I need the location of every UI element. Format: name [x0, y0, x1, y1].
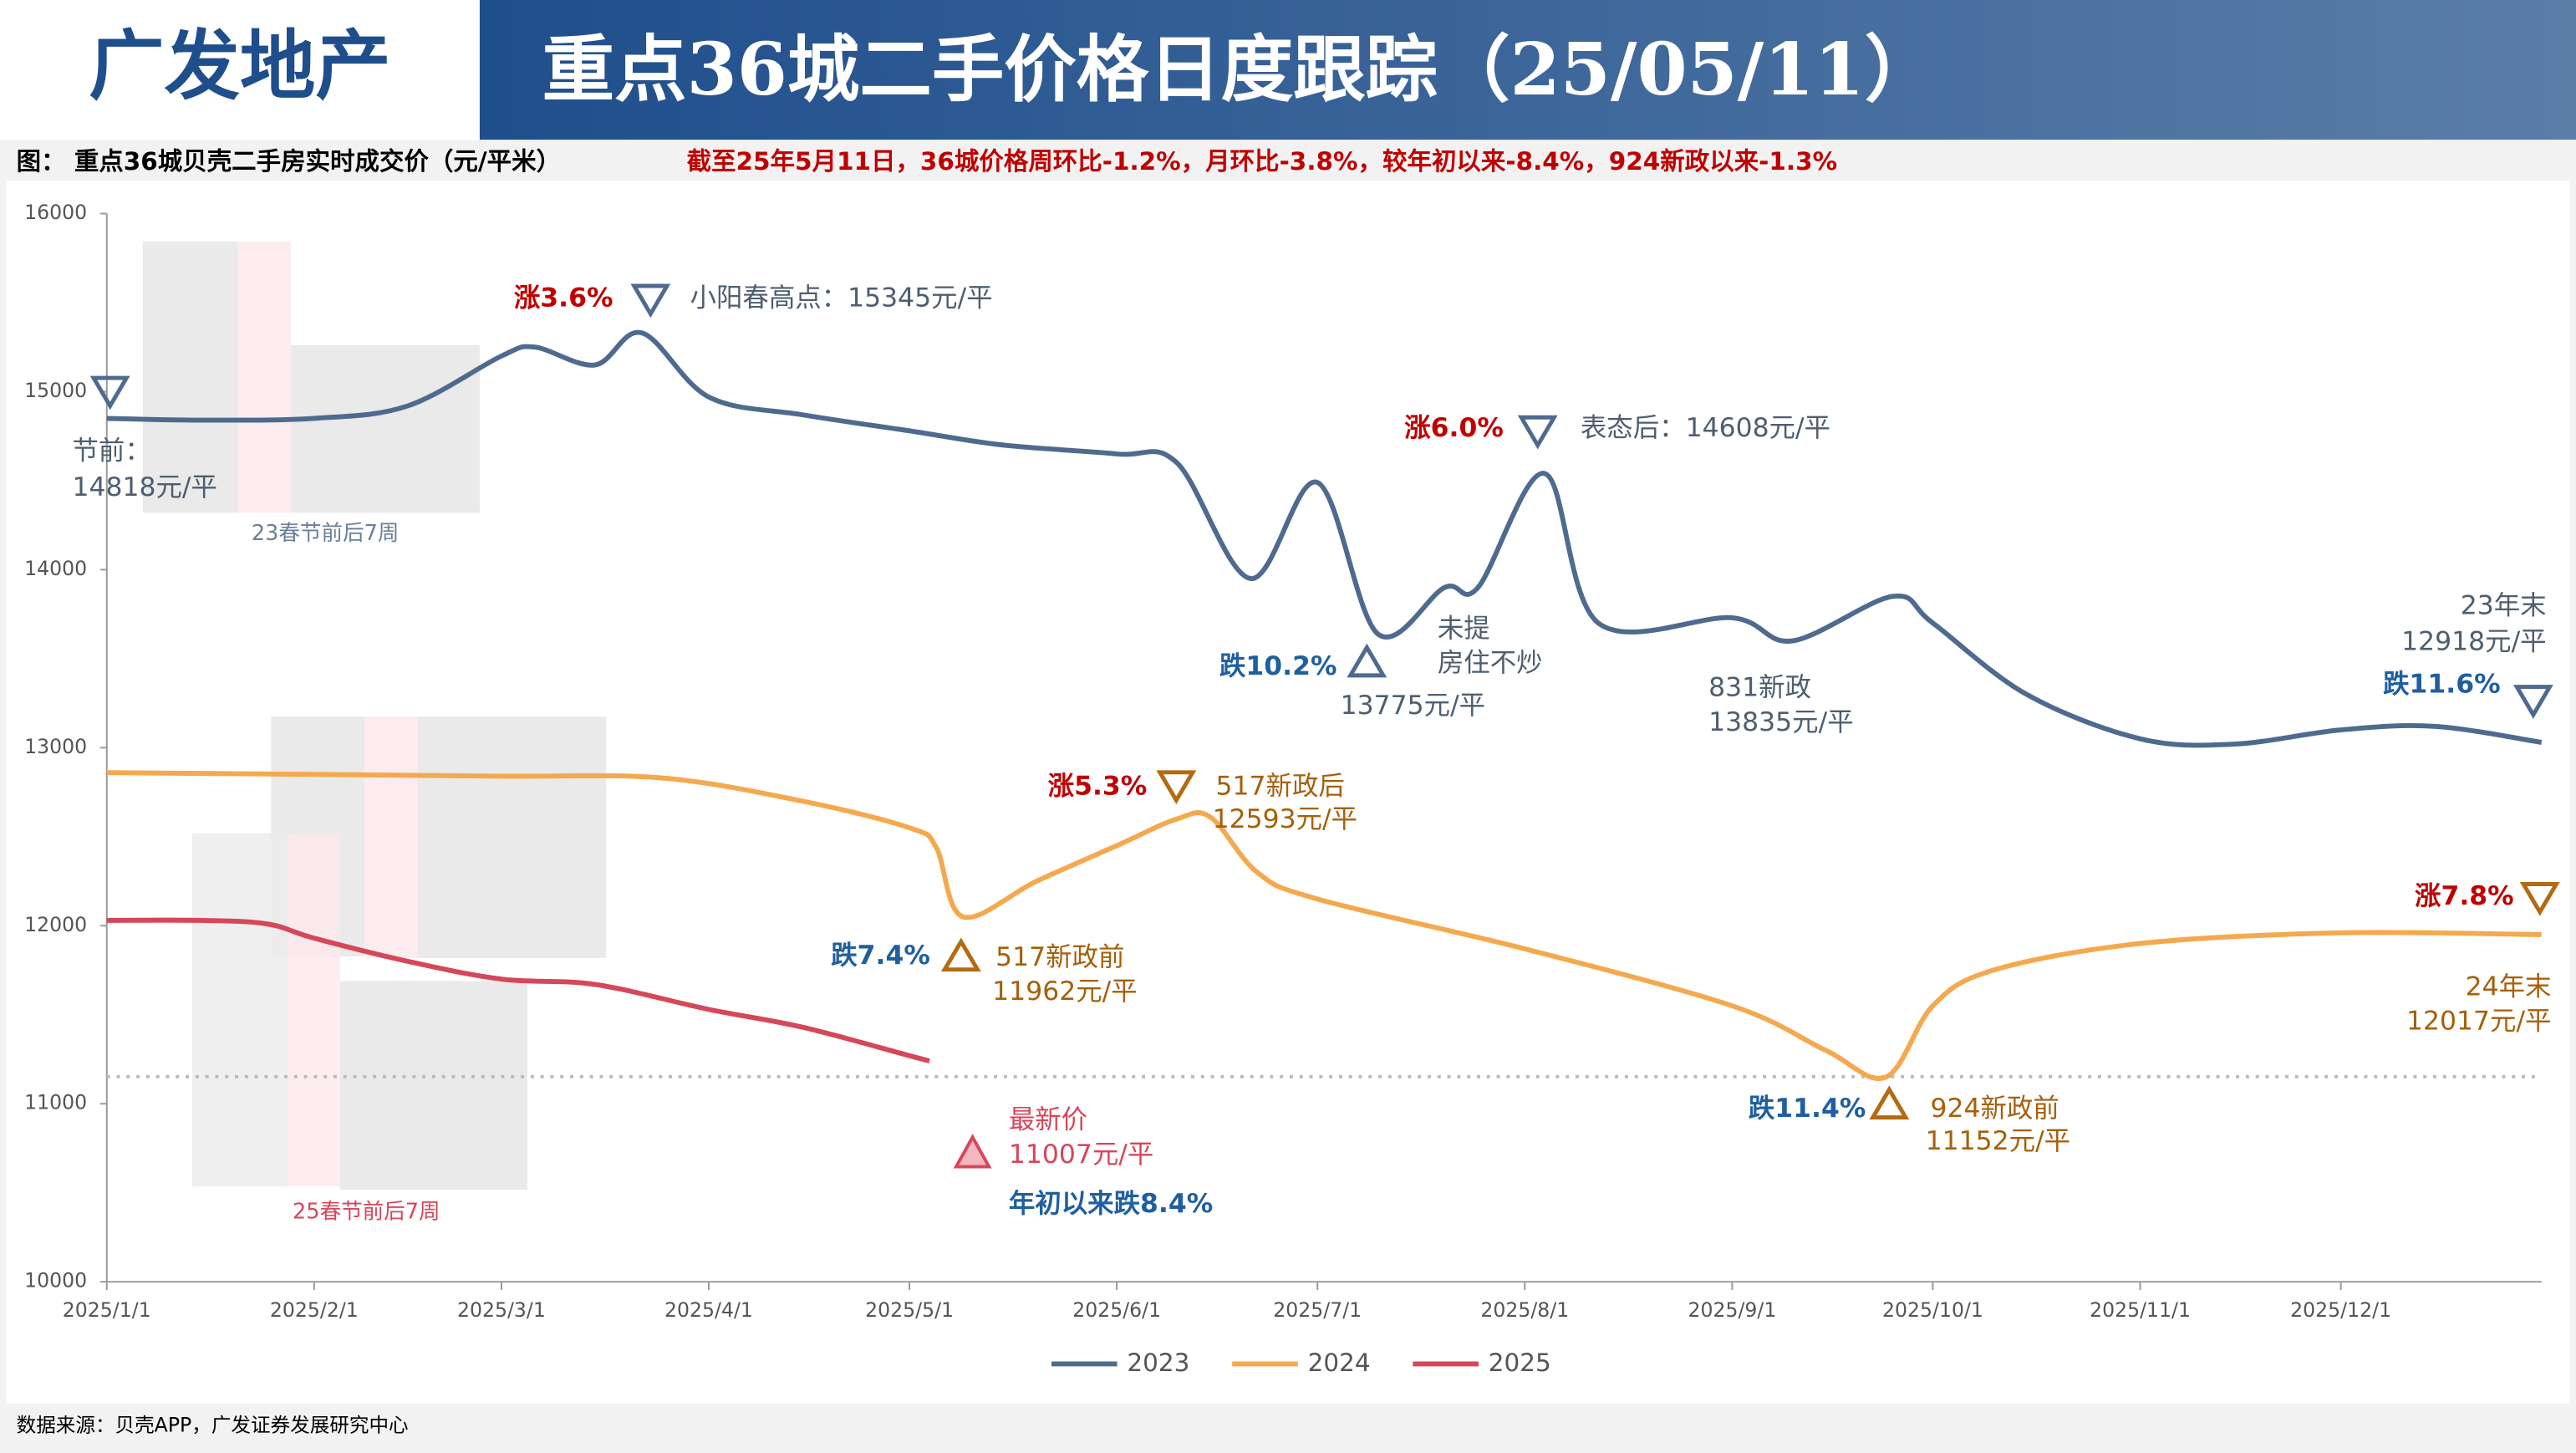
- brand-box: [0, 0, 480, 140]
- annotation: 12593元/平: [1213, 804, 1357, 834]
- shade: [290, 344, 480, 513]
- annotation: 14818元/平: [72, 472, 216, 502]
- annotation: 最新价: [1009, 1105, 1087, 1135]
- annotation: 12918元/平: [2401, 627, 2546, 657]
- annotation: 23年末: [2461, 590, 2547, 620]
- marker: [953, 1134, 992, 1169]
- marker: [1347, 643, 1387, 678]
- y-tick-label: 16000: [24, 201, 87, 224]
- y-tick-label: 14000: [24, 557, 87, 580]
- shade: [143, 241, 239, 513]
- annotation: 涨3.6%: [514, 283, 613, 314]
- highlight: 截至25年5月11日，36城价格周环比-1.2%，月环比-3.8%，较年初以来-…: [687, 147, 1838, 176]
- series-line: [106, 770, 2542, 1081]
- y-tick-label: 11000: [24, 1091, 87, 1114]
- x-tick-label: 2025/10/1: [1882, 1298, 1983, 1322]
- x-tick-label: 2025/6/1: [1072, 1298, 1161, 1322]
- annotation: 11962元/平: [992, 976, 1137, 1007]
- x-tick-label: 2025/3/1: [457, 1298, 546, 1322]
- annotation: 跌10.2%: [1219, 651, 1337, 681]
- x-tick-label: 2025/1/1: [63, 1298, 151, 1322]
- marker: [1517, 415, 1558, 450]
- x-tick-label: 2025/12/1: [2290, 1298, 2391, 1322]
- x-tick-label: 2025/11/1: [2090, 1298, 2191, 1322]
- series-line: [106, 917, 930, 1063]
- annotation: 23春节前后7周: [252, 521, 399, 546]
- annotation: 517新政后: [1216, 772, 1345, 802]
- x-tick-label: 2025/9/1: [1688, 1298, 1776, 1322]
- page-title: 重点36城二手价格日度跟踪（25/05/11）: [542, 28, 1937, 112]
- series-line: [106, 329, 2543, 748]
- annotation: 831新政: [1708, 673, 1811, 703]
- annotation: 13835元/平: [1708, 707, 1853, 737]
- annotation: 跌11.4%: [1749, 1094, 1866, 1124]
- marker: [940, 937, 981, 972]
- title-band: [479, 0, 2576, 140]
- annotation: 12017元/平: [2406, 1007, 2551, 1037]
- annotation: 11152元/平: [1926, 1126, 2070, 1156]
- y-tick-label: 15000: [24, 379, 87, 402]
- shade: [417, 716, 607, 958]
- legend-label: 2025: [1489, 1348, 1551, 1377]
- shade: [191, 833, 288, 1187]
- x-tick-label: 2025/4/1: [664, 1298, 753, 1322]
- marker: [1869, 1085, 1910, 1120]
- marker: [2519, 882, 2560, 916]
- subtitle: 图： 重点36城贝壳二手房实时成交价（元/平米）: [17, 147, 561, 176]
- annotation: 跌7.4%: [831, 941, 930, 971]
- marker: [1156, 770, 1197, 805]
- annotation: 未提: [1438, 614, 1490, 644]
- x-tick-label: 2025/7/1: [1273, 1298, 1362, 1322]
- x-tick-label: 2025/2/1: [270, 1298, 359, 1322]
- annotation: 11007元/平: [1009, 1139, 1153, 1170]
- source: 数据来源：贝壳APP，广发证券发展研究中心: [17, 1414, 409, 1437]
- y-tick-label: 12000: [24, 913, 87, 936]
- annotation: 25春节前后7周: [293, 1200, 440, 1225]
- x-tick-label: 2025/5/1: [865, 1298, 954, 1322]
- annotation: 13775元/平: [1341, 691, 1485, 721]
- shade: [364, 716, 418, 958]
- annotation: 517新政前: [995, 942, 1124, 972]
- y-tick-label: 13000: [24, 735, 87, 758]
- marker: [630, 283, 671, 319]
- brand: 广发地产: [89, 22, 391, 110]
- y-tick-label: 10000: [24, 1269, 87, 1292]
- annotation: 涨6.0%: [1404, 413, 1504, 443]
- annotation: 涨7.8%: [2415, 881, 2514, 911]
- annotation: 小阳春高点：15345元/平: [690, 283, 993, 314]
- shade: [238, 241, 291, 513]
- annotation: 表态后：14608元/平: [1581, 413, 1830, 443]
- legend-label: 2023: [1127, 1348, 1189, 1377]
- x-tick-label: 2025/8/1: [1480, 1298, 1569, 1322]
- legend-label: 2024: [1308, 1348, 1371, 1377]
- annotation: 24年末: [2466, 971, 2552, 1002]
- shade: [287, 833, 340, 1187]
- marker: [2512, 685, 2553, 719]
- annotation: 924新政前: [1931, 1094, 2059, 1124]
- shade: [339, 981, 527, 1190]
- annotation: 跌11.6%: [2383, 670, 2501, 700]
- annotation: 房住不炒: [1438, 648, 1543, 678]
- annotation: 年初以来跌8.4%: [1009, 1189, 1213, 1219]
- marker: [89, 375, 130, 410]
- annotation: 节前：: [72, 436, 150, 466]
- annotation: 涨5.3%: [1048, 772, 1148, 802]
